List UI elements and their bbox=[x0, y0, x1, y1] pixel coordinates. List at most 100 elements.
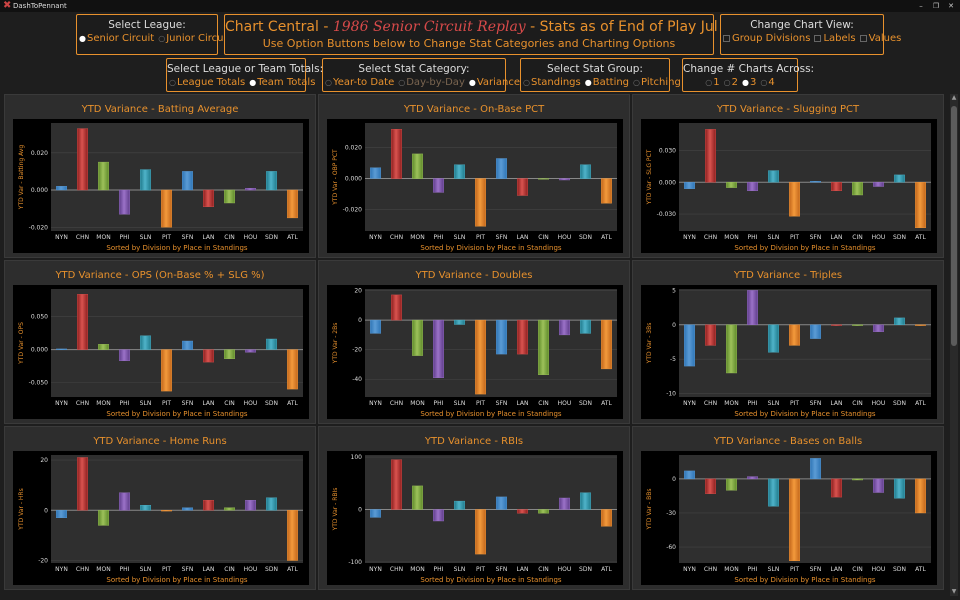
bar-atl bbox=[601, 319, 612, 370]
x-axis-caption: Sorted by Division by Place in Standings bbox=[420, 244, 562, 252]
bar-chart: YTD Var - RBIs 100 0 -100 NYN CHN MON PHI SLN PIT… bbox=[332, 454, 617, 584]
bar-sfn bbox=[496, 158, 508, 179]
bar-sln bbox=[140, 169, 152, 191]
checkbox-icon[interactable] bbox=[859, 34, 867, 42]
y-tick-label: -0.050 bbox=[29, 380, 49, 387]
option-label: 1 bbox=[713, 77, 720, 88]
x-tick-label: HOU bbox=[558, 566, 572, 573]
x-tick-label: ATL bbox=[601, 566, 612, 573]
chart-title: YTD Variance - Bases on Balls bbox=[713, 436, 863, 447]
x-tick-label: SFN bbox=[496, 566, 508, 573]
x-tick-label: SLN bbox=[768, 400, 780, 407]
bar-sfn bbox=[810, 458, 822, 480]
bar-mon bbox=[412, 153, 424, 179]
category-option-day-by-day[interactable]: ○Day-by-Day bbox=[398, 76, 465, 90]
chart-panel: YTD Variance - On-Base PCT YTD Var - OBP … bbox=[318, 94, 630, 258]
radio-icon[interactable]: ○ bbox=[760, 78, 768, 87]
y-tick-label: 5 bbox=[672, 287, 676, 294]
view-option-values[interactable]: Values bbox=[859, 32, 901, 46]
category-option-year-to-date[interactable]: ○Year-to Date bbox=[325, 76, 394, 90]
across-option-1[interactable]: ○1 bbox=[705, 76, 719, 90]
league-option-junior-circuit[interactable]: ○Junior Circuit bbox=[158, 32, 230, 46]
across-option-3[interactable]: ●3 bbox=[742, 76, 756, 90]
scroll-up-icon[interactable]: ▲ bbox=[951, 94, 957, 101]
chart-panel: YTD Variance - Home Runs YTD Var - HRs 20 0… bbox=[4, 426, 316, 590]
x-tick-label: PHI bbox=[434, 400, 444, 407]
window-title: DashToPennant bbox=[13, 2, 67, 10]
radio-icon[interactable]: ○ bbox=[398, 78, 406, 87]
scroll-down-icon[interactable]: ▼ bbox=[951, 588, 957, 595]
y-tick-label: -5 bbox=[670, 356, 676, 363]
scrollbar-thumb[interactable] bbox=[951, 106, 957, 346]
checkbox-icon[interactable] bbox=[814, 34, 822, 42]
option-label: Group Divisions bbox=[732, 33, 811, 44]
x-tick-label: SDN bbox=[893, 400, 906, 407]
x-tick-label: SDN bbox=[579, 234, 592, 241]
checkbox-icon[interactable] bbox=[723, 34, 730, 42]
option-label: Junior Circuit bbox=[166, 33, 231, 44]
league-option-senior-circuit[interactable]: ●Senior Circuit bbox=[79, 32, 154, 46]
chart-plot-area: YTD Var - SLG PCT 0.030 0.000 -0.030 NYN CHN M… bbox=[641, 119, 937, 253]
x-tick-label: PHI bbox=[748, 566, 758, 573]
group-option-standings[interactable]: ○Standings bbox=[523, 76, 581, 90]
y-tick-label: 0 bbox=[44, 507, 48, 514]
radio-icon[interactable]: ○ bbox=[723, 78, 731, 87]
radio-selected-icon[interactable]: ● bbox=[79, 34, 86, 43]
x-tick-label: PIT bbox=[162, 400, 171, 407]
radio-icon[interactable]: ○ bbox=[705, 78, 713, 87]
x-tick-label: CHN bbox=[704, 566, 717, 573]
x-tick-label: HOU bbox=[872, 400, 886, 407]
bar-nyn bbox=[56, 186, 67, 191]
x-tick-label: SFN bbox=[496, 234, 508, 241]
y-tick-label: 0.020 bbox=[345, 145, 362, 152]
plot-background bbox=[365, 123, 617, 231]
x-tick-label: ATL bbox=[601, 400, 612, 407]
chart-plot-area: YTD Var - Batting Avg 0.020 0.000 -0.020 NYN… bbox=[13, 119, 309, 253]
radio-icon[interactable]: ○ bbox=[523, 78, 530, 87]
minimize-icon[interactable]: – bbox=[919, 2, 923, 10]
group-option-pitching[interactable]: ○Pitching bbox=[633, 76, 681, 90]
across-option-2[interactable]: ○2 bbox=[724, 76, 738, 90]
radio-selected-icon[interactable]: ● bbox=[584, 78, 592, 87]
bar-sfn bbox=[182, 171, 194, 191]
bar-atl bbox=[915, 478, 926, 514]
radio-icon[interactable]: ○ bbox=[169, 78, 176, 87]
category-option-variance[interactable]: ●Variance bbox=[469, 76, 520, 90]
radio-icon[interactable]: ○ bbox=[325, 78, 332, 87]
totals-option-league-totals[interactable]: ○League Totals bbox=[169, 76, 245, 90]
stat-group-options: ○Standings ●Batting ○Pitching bbox=[521, 76, 681, 90]
radio-selected-icon[interactable]: ● bbox=[742, 78, 749, 87]
radio-selected-icon[interactable]: ● bbox=[249, 78, 257, 87]
bar-cin bbox=[852, 478, 864, 481]
bar-lan bbox=[831, 324, 843, 326]
bar-atl bbox=[287, 189, 298, 219]
bar-nyn bbox=[56, 510, 67, 518]
group-option-batting[interactable]: ●Batting bbox=[585, 76, 629, 90]
bar-nyn bbox=[684, 182, 695, 189]
y-tick-label: 0 bbox=[358, 507, 362, 514]
x-tick-label: CHN bbox=[76, 566, 89, 573]
bar-pit bbox=[475, 319, 487, 395]
view-option-labels[interactable]: Labels bbox=[814, 32, 856, 46]
header-replay-name: 1986 Senior Circuit Replay bbox=[332, 19, 526, 35]
restore-icon[interactable]: ❐ bbox=[932, 2, 940, 10]
bar-cin bbox=[538, 178, 550, 180]
totals-option-team-totals[interactable]: ●Team Totals bbox=[249, 76, 315, 90]
bar-hou bbox=[873, 478, 885, 493]
across-option-4[interactable]: ○4 bbox=[760, 76, 774, 90]
plot-background bbox=[365, 455, 617, 563]
bar-chart: YTD Var - HRs 20 0 -20 NYN CHN MON PHI SLN PIT SFN… bbox=[18, 455, 303, 584]
close-icon[interactable]: ✕ bbox=[948, 2, 954, 10]
x-tick-label: CHN bbox=[390, 566, 403, 573]
bar-sln bbox=[454, 500, 466, 510]
bar-phi bbox=[119, 492, 131, 511]
x-tick-label: LAN bbox=[516, 566, 528, 573]
radio-selected-icon[interactable]: ● bbox=[468, 78, 476, 87]
option-label: Batting bbox=[592, 77, 630, 88]
x-tick-label: SDN bbox=[265, 566, 278, 573]
radio-icon[interactable]: ○ bbox=[633, 78, 641, 87]
vertical-scrollbar[interactable]: ▲ ▼ bbox=[950, 94, 958, 596]
radio-icon[interactable]: ○ bbox=[158, 34, 166, 43]
view-option-group-divisions[interactable]: Group Divisions bbox=[723, 32, 810, 46]
chart-title: YTD Variance - Doubles bbox=[415, 270, 533, 281]
